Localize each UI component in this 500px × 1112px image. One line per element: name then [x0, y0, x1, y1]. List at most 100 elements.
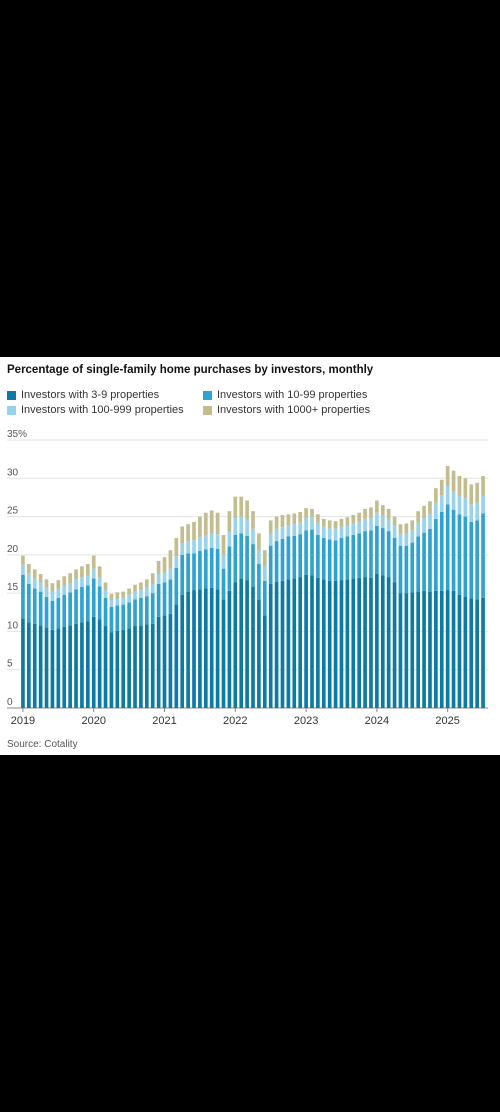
bar-segment-series-4 [86, 564, 90, 576]
bar-segment-series-3 [439, 495, 444, 512]
bar-segment-series-4 [139, 582, 143, 591]
bar-segment-series-4 [233, 496, 238, 519]
bar-segment-series-1 [156, 616, 161, 708]
legend-item-100-999: Investors with 100-999 properties [7, 404, 184, 416]
bar-segment-series-4 [439, 479, 444, 496]
bar-segment-series-3 [180, 543, 185, 555]
bar-segment-series-4 [133, 584, 137, 592]
bar-segment-series-1 [280, 580, 285, 708]
bar-segment-series-2 [351, 534, 356, 579]
bar-segment-series-2 [274, 541, 279, 582]
bar-segment-series-2 [91, 578, 96, 617]
bar-segment-series-3 [351, 523, 356, 535]
bar-segment-series-3 [91, 568, 96, 579]
bar-segment-series-3 [386, 518, 391, 532]
bar-segment-series-2 [375, 525, 379, 574]
bar-segment-series-1 [198, 589, 202, 708]
bar-segment-series-1 [32, 623, 37, 708]
bar-segment-series-1 [339, 580, 344, 708]
bar-segment-series-2 [268, 545, 273, 584]
x-tick-label: 2023 [294, 715, 318, 727]
bar-segment-series-4 [316, 514, 320, 523]
x-tick-label: 2020 [81, 715, 105, 727]
bar-segment-series-4 [198, 516, 202, 538]
bar-segment-series-1 [186, 591, 190, 708]
bar-segment-series-4 [192, 521, 196, 541]
bar-segment-series-2 [27, 583, 31, 623]
bar-segment-series-3 [150, 583, 155, 594]
x-tick-label: 2022 [223, 715, 247, 727]
bar-segment-series-4 [380, 505, 385, 516]
bar-segment-series-4 [416, 511, 420, 523]
y-tick-label: 5 [7, 659, 13, 670]
bar-segment-series-1 [304, 574, 308, 708]
bar-segment-series-3 [74, 579, 78, 590]
bar-segment-series-1 [251, 587, 255, 708]
bar-segment-series-4 [56, 580, 61, 589]
bar-segment-series-3 [316, 522, 320, 535]
bar-segment-series-2 [174, 567, 179, 605]
y-tick-label: 35% [7, 429, 27, 440]
bar-segment-series-3 [404, 533, 409, 546]
bar-segment-series-3 [310, 517, 314, 530]
bar-segment-series-1 [121, 629, 126, 708]
chart-panel: Percentage of single-family home purchas… [0, 357, 500, 755]
legend-swatch-10-99 [203, 390, 212, 400]
bar-segment-series-2 [286, 536, 291, 580]
bar-segment-series-4 [262, 550, 267, 567]
bar-segment-series-4 [475, 482, 479, 503]
bar-segment-series-4 [115, 592, 120, 599]
bar-segment-series-1 [310, 575, 314, 708]
bar-segment-series-4 [375, 500, 379, 513]
bar-segment-series-1 [451, 590, 456, 708]
bar-segment-series-2 [127, 602, 131, 629]
bar-segment-series-1 [351, 578, 356, 708]
bar-segment-series-3 [339, 526, 344, 539]
bar-segment-series-1 [268, 583, 273, 708]
bar-segment-series-2 [180, 554, 185, 595]
bar-segment-series-1 [192, 590, 196, 708]
bar-segment-series-3 [50, 591, 55, 601]
bar-segment-series-2 [292, 535, 297, 579]
bar-segment-series-4 [257, 533, 261, 551]
bar-segment-series-1 [215, 589, 220, 708]
bar-segment-series-2 [227, 546, 232, 591]
bar-segment-series-1 [91, 616, 96, 708]
bar-segment-series-1 [469, 598, 474, 708]
bar-segment-series-4 [274, 516, 279, 529]
bar-segment-series-3 [475, 502, 479, 521]
bar-segment-series-1 [245, 580, 249, 708]
bar-segment-series-1 [239, 578, 244, 708]
bar-segment-series-2 [62, 594, 67, 627]
bar-segment-series-1 [416, 591, 420, 708]
legend-item-10-99: Investors with 10-99 properties [203, 389, 367, 401]
bar-segment-series-2 [21, 574, 25, 619]
bar-segment-series-3 [304, 518, 308, 531]
bar-segment-series-1 [375, 574, 379, 708]
bar-segment-series-4 [239, 496, 244, 517]
x-tick-label: 2021 [152, 715, 176, 727]
bar-segment-series-4 [410, 520, 415, 531]
bar-segment-series-4 [103, 582, 108, 591]
bar-segment-series-2 [233, 534, 238, 583]
bar-segment-series-2 [428, 528, 432, 592]
bar-segment-series-3 [321, 526, 326, 539]
bar-segment-series-1 [286, 579, 291, 708]
bar-segment-series-1 [434, 590, 438, 708]
bar-segment-series-4 [434, 488, 438, 503]
legend-swatch-100-999 [7, 405, 16, 415]
bar-segment-series-3 [457, 495, 462, 515]
bar-segment-series-4 [150, 573, 155, 584]
bar-segment-series-2 [32, 588, 37, 624]
bar-segment-series-4 [422, 505, 426, 519]
bar-segment-series-1 [174, 604, 179, 708]
bar-segment-series-4 [428, 501, 432, 514]
bar-segment-series-4 [280, 515, 285, 528]
bar-segment-series-2 [245, 535, 249, 581]
bar-segment-series-2 [481, 513, 485, 598]
x-tick-label: 2024 [365, 715, 389, 727]
bar-segment-series-1 [392, 582, 397, 708]
bar-segment-series-1 [62, 626, 67, 708]
bar-segment-series-3 [62, 585, 67, 595]
bar-segment-series-1 [203, 588, 208, 708]
